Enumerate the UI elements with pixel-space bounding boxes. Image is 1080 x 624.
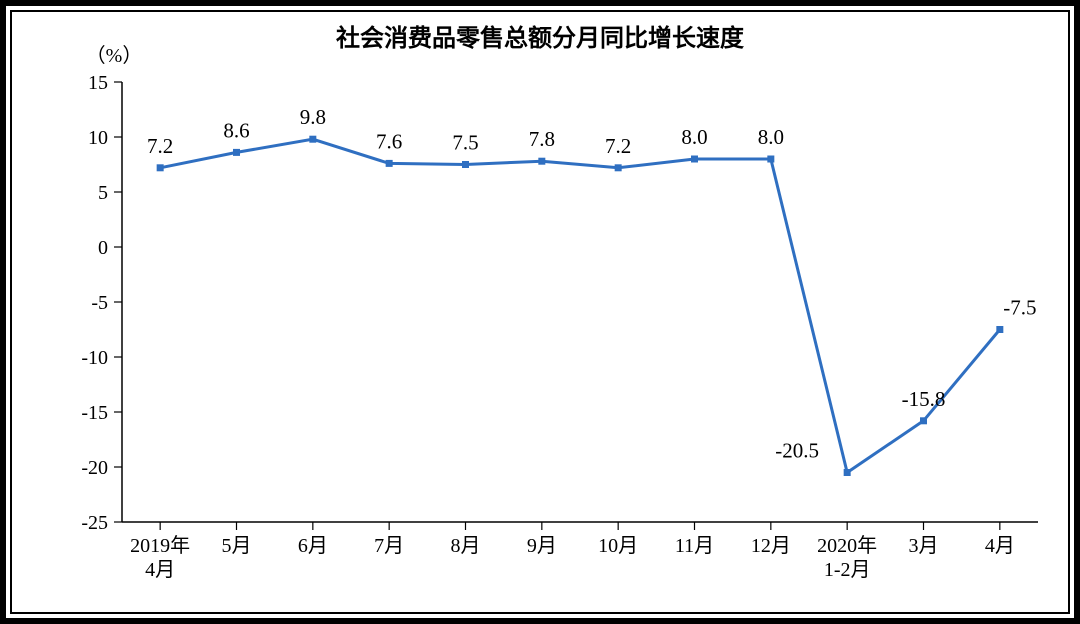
y-tick-label: -20: [81, 457, 108, 479]
data-label: 7.2: [605, 134, 631, 158]
data-marker: [310, 136, 316, 142]
x-tick-label: 1-2月: [824, 559, 871, 581]
data-label: -7.5: [1003, 296, 1036, 320]
x-tick-label: 2020年: [817, 534, 877, 557]
y-unit-label: （%）: [86, 44, 143, 67]
y-tick-label: -10: [81, 347, 108, 369]
x-tick-label: 12月: [751, 535, 791, 557]
x-tick-label: 4月: [985, 535, 1015, 557]
x-tick-label: 5月: [222, 535, 252, 557]
data-marker: [768, 156, 774, 162]
chart-svg: 社会消费品零售总额分月同比增长速度 （%） -25 -20 -15 -10 -5 0 5 10 15…: [12, 12, 1068, 612]
y-tick-label: 15: [88, 72, 108, 94]
y-tick-label: 0: [98, 237, 108, 259]
y-tick-label: -25: [81, 512, 108, 534]
data-label: 7.2: [147, 134, 173, 158]
data-marker: [615, 165, 621, 171]
data-label: -15.8: [902, 387, 946, 411]
data-label: 8.6: [223, 118, 249, 142]
y-tick-label: 10: [88, 127, 108, 149]
data-label: 7.8: [529, 127, 555, 151]
data-label: 8.0: [758, 125, 784, 149]
data-label: -20.5: [775, 439, 819, 463]
chart-outer-frame: 社会消费品零售总额分月同比增长速度 （%） -25 -20 -15 -10 -5 0 5 10 15…: [0, 0, 1080, 624]
x-tick-label: 6月: [298, 535, 328, 557]
data-marker: [234, 149, 240, 155]
chart-title: 社会消费品零售总额分月同比增长速度: [336, 24, 745, 52]
data-marker: [844, 470, 850, 476]
x-tick-label: 2019年: [130, 534, 190, 557]
data-marker: [921, 418, 927, 424]
chart-inner-frame: 社会消费品零售总额分月同比增长速度 （%） -25 -20 -15 -10 -5 0 5 10 15…: [10, 10, 1070, 614]
data-marker: [692, 156, 698, 162]
x-tick-label: 10月: [598, 535, 638, 557]
data-label: 7.6: [376, 129, 402, 153]
data-label: 8.0: [681, 125, 707, 149]
data-marker: [539, 158, 545, 164]
x-tick-label: 7月: [374, 535, 404, 557]
data-marker: [157, 165, 163, 171]
data-marker: [997, 327, 1003, 333]
x-tick-label: 3月: [909, 535, 939, 557]
x-tick-label: 11月: [675, 535, 714, 557]
data-label: 9.8: [300, 105, 326, 129]
y-tick-label: 5: [98, 182, 108, 204]
x-tick-label: 9月: [527, 535, 557, 557]
x-tick-label: 8月: [451, 535, 481, 557]
y-tick-label: -5: [91, 292, 108, 314]
data-marker: [386, 160, 392, 166]
x-tick-label: 4月: [145, 559, 175, 581]
y-tick-label: -15: [81, 402, 108, 424]
data-label: 7.5: [452, 131, 478, 155]
data-marker: [463, 162, 469, 168]
